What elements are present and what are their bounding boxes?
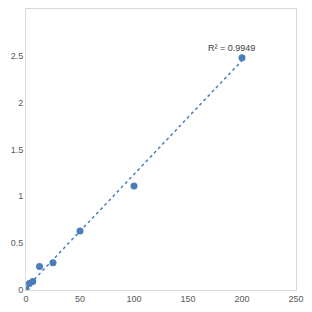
svg-text:100: 100 bbox=[126, 294, 141, 304]
svg-text:200: 200 bbox=[234, 294, 249, 304]
svg-text:50: 50 bbox=[75, 294, 85, 304]
svg-text:2.5: 2.5 bbox=[11, 51, 24, 61]
svg-text:2: 2 bbox=[18, 98, 23, 108]
svg-text:0: 0 bbox=[18, 285, 23, 295]
svg-text:R² = 0.9949: R² = 0.9949 bbox=[208, 43, 255, 53]
svg-text:1.5: 1.5 bbox=[11, 145, 24, 155]
svg-text:0: 0 bbox=[23, 294, 28, 304]
svg-text:150: 150 bbox=[180, 294, 195, 304]
svg-text:250: 250 bbox=[288, 294, 303, 304]
svg-text:0.5: 0.5 bbox=[11, 238, 24, 248]
svg-text:1: 1 bbox=[18, 191, 23, 201]
